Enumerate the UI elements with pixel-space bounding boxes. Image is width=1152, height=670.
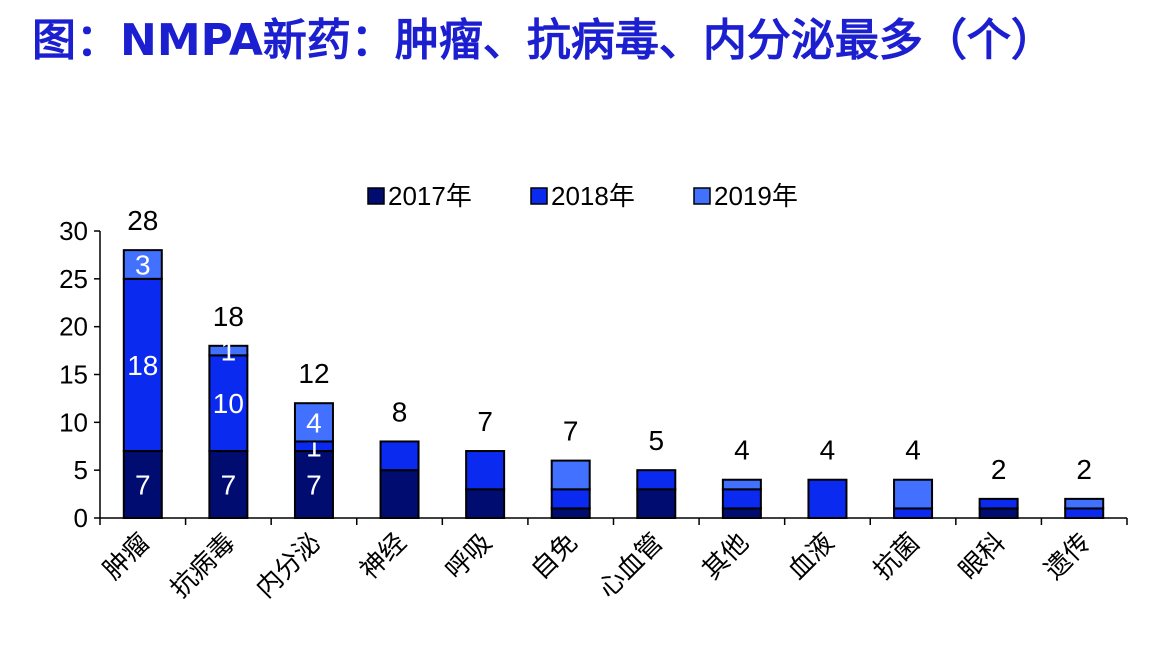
segment-label: 10 — [213, 388, 244, 419]
segment-label: 7 — [306, 470, 322, 501]
y-tick-label: 25 — [59, 264, 88, 294]
total-label: 4 — [820, 435, 836, 466]
legend-label: 2017年 — [388, 181, 472, 211]
legend-label: 2019年 — [714, 181, 798, 211]
x-tick-label: 眼科 — [953, 527, 1011, 585]
x-tick-label: 呼吸 — [439, 527, 497, 585]
bar-segment-2017年 — [978, 507, 1019, 519]
bar-segment-2019年 — [721, 478, 762, 491]
total-label: 28 — [127, 205, 158, 236]
bar-segment-2018年 — [550, 488, 591, 510]
x-tick-label: 神经 — [354, 527, 412, 585]
x-tick-label: 自免 — [525, 527, 583, 585]
y-tick-label: 10 — [59, 407, 88, 437]
bar-segment-2018年 — [465, 450, 506, 491]
total-label: 4 — [905, 435, 921, 466]
legend-label: 2018年 — [551, 181, 635, 211]
x-tick-label: 抗菌 — [867, 527, 925, 585]
x-tick-label: 血液 — [782, 527, 840, 585]
total-label: 2 — [991, 454, 1007, 485]
y-tick-label: 5 — [74, 455, 88, 485]
bar-segment-2019年 — [893, 478, 934, 510]
x-tick-label: 心血管 — [592, 527, 668, 603]
bar-segment-2017年 — [465, 488, 506, 519]
legend-swatch — [367, 187, 385, 205]
bar-segment-2019年 — [122, 249, 163, 280]
x-tick-label: 其他 — [696, 527, 754, 585]
bar-segment-2017年 — [379, 469, 420, 519]
bar-segment-2017年 — [550, 507, 591, 519]
bar-segment-2018年 — [807, 478, 848, 520]
bar-segment-2019年 — [293, 402, 334, 443]
total-label: 7 — [563, 416, 579, 447]
x-tick-label: 内分泌 — [250, 527, 326, 603]
bar-segment-2018年 — [893, 507, 934, 519]
x-tick-label: 抗病毒 — [164, 527, 240, 603]
legend-swatch — [530, 187, 548, 205]
bar-segment-2019年 — [208, 344, 249, 357]
bar-segment-2019年 — [1064, 497, 1105, 510]
total-label: 8 — [392, 396, 408, 427]
segment-label: 7 — [135, 470, 151, 501]
bar-segment-2018年 — [122, 277, 163, 453]
segment-label: 18 — [127, 350, 158, 381]
bar-segment-2018年 — [1064, 507, 1105, 519]
bar-segment-2018年 — [721, 488, 762, 510]
bar-segment-2017年 — [721, 507, 762, 519]
total-label: 4 — [734, 435, 750, 466]
bar-segment-2017年 — [636, 488, 677, 519]
bar-segment-2018年 — [636, 469, 677, 491]
segment-label: 1 — [221, 336, 237, 367]
segment-label: 7 — [221, 470, 237, 501]
y-tick-label: 20 — [59, 312, 88, 342]
x-tick-label: 肿瘤 — [97, 527, 155, 585]
bar-segment-2018年 — [379, 440, 420, 472]
segment-label: 3 — [135, 249, 151, 280]
total-label: 5 — [649, 425, 665, 456]
total-label: 2 — [1076, 454, 1092, 485]
total-label: 18 — [213, 301, 244, 332]
chart-title: 图：NMPA新药：肿瘤、抗病毒、内分泌最多（个） — [32, 15, 1055, 66]
total-label: 12 — [298, 358, 329, 389]
total-label: 7 — [477, 406, 493, 437]
y-tick-label: 15 — [59, 360, 88, 390]
bar-segment-2019年 — [550, 459, 591, 491]
x-tick-label: 遗传 — [1038, 527, 1096, 585]
bar-segment-2018年 — [978, 497, 1019, 510]
y-tick-label: 0 — [74, 503, 88, 533]
legend-swatch — [693, 187, 711, 205]
segment-label: 4 — [306, 407, 322, 438]
bar-segment-2017年 — [208, 450, 249, 519]
bar-segment-2018年 — [208, 354, 249, 453]
y-tick-label: 30 — [59, 216, 88, 246]
